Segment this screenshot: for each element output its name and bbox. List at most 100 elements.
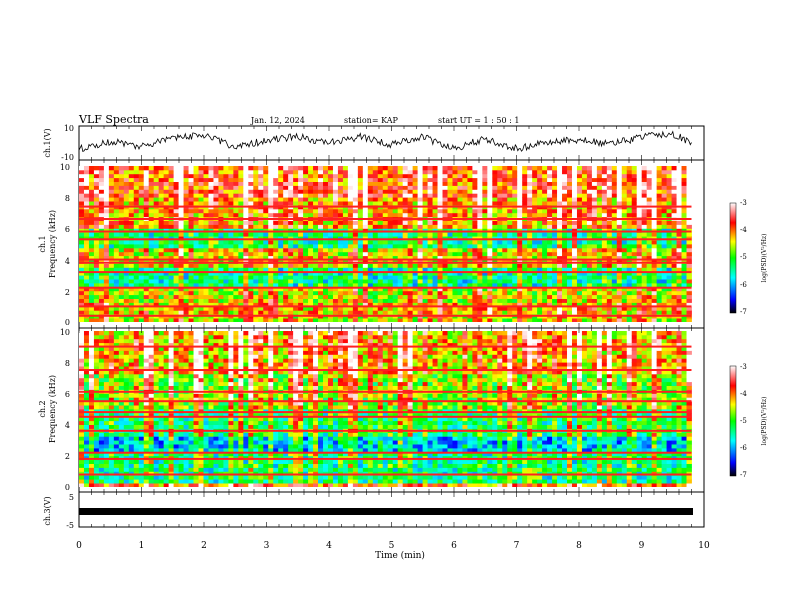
spectrogram-cell	[88, 271, 95, 276]
spectrogram-cell	[402, 193, 409, 198]
spectrogram-cell	[313, 251, 319, 257]
spectrogram-cell	[273, 166, 279, 171]
spectrogram-cell	[88, 169, 95, 175]
spectrogram-cell	[203, 212, 209, 218]
spectrogram-cell	[118, 271, 125, 276]
spectrogram-cell	[362, 169, 369, 175]
spectrogram-cell	[392, 220, 399, 225]
spectrogram-cell	[238, 220, 244, 225]
spectrogram-cell	[143, 185, 150, 190]
spectrogram-cell	[651, 181, 658, 186]
spectrogram-cell	[293, 302, 299, 307]
spectrogram-cell	[402, 310, 409, 315]
spectrogram-cell	[557, 275, 563, 280]
spectrogram-cell	[527, 185, 533, 190]
spectrogram-cell	[576, 318, 583, 322]
spectrogram-cell	[447, 232, 453, 237]
spectrogram-cell	[517, 173, 523, 179]
spectrogram-cell	[661, 294, 667, 299]
spectrogram-cell	[143, 197, 150, 202]
spectrogram-cell	[532, 193, 538, 198]
spectrogram-cell	[407, 275, 414, 280]
spectrogram-cell	[83, 310, 90, 315]
spectrogram-cell	[153, 255, 160, 260]
spectrogram-cell	[676, 193, 682, 198]
spectrogram-cell	[83, 294, 90, 299]
spectrogram-cell	[606, 189, 613, 194]
spectrogram-cell	[427, 212, 433, 218]
spectrogram-cell	[576, 244, 583, 249]
spectrogram-cell	[686, 271, 692, 276]
spectrogram-cell	[128, 177, 135, 182]
spectrogram-cell	[621, 232, 628, 237]
spectrogram-cell	[153, 290, 160, 296]
spectrogram-cell	[327, 279, 334, 284]
spectrogram-cell	[452, 193, 458, 198]
spectrogram-cell	[611, 208, 618, 214]
spectrogram-cell	[576, 197, 583, 202]
spectrogram-cell	[407, 220, 414, 225]
spectrogram-cell	[303, 185, 309, 190]
spectrogram-cell	[337, 181, 344, 186]
spectrogram-cell	[666, 271, 672, 276]
spectrogram-cell	[542, 286, 548, 292]
spectrogram-cell	[661, 193, 667, 198]
spectrogram-cell	[128, 224, 135, 229]
spectrogram-cell	[263, 208, 269, 214]
spectrogram-cell	[402, 185, 409, 190]
spectrogram-cell	[103, 286, 110, 292]
spectrogram-cell	[591, 244, 598, 249]
spectrogram-cell	[402, 251, 409, 257]
spectrogram-cell	[681, 283, 687, 288]
spectrogram-cell	[532, 318, 538, 322]
spectrogram-cell	[387, 185, 394, 190]
spectrogram-cell	[532, 298, 538, 303]
spectrogram-cell	[193, 279, 199, 284]
spectrogram-cell	[208, 201, 214, 206]
spectrogram-cell	[631, 181, 638, 186]
spectrogram-cell	[562, 197, 568, 202]
spectrogram-cell	[153, 232, 160, 237]
spectrogram-cell	[183, 193, 189, 198]
spectrogram-cell	[482, 244, 488, 249]
spectrogram-cell	[487, 251, 493, 257]
spectrogram-cell	[288, 263, 294, 268]
spectrogram-cell	[248, 294, 254, 299]
spectrogram-cell	[263, 298, 269, 303]
spectrogram-cell	[83, 173, 90, 179]
spectrogram-cell	[123, 244, 130, 249]
spectrogram-cell	[487, 263, 493, 268]
spectrogram-cell	[133, 244, 140, 249]
spectrogram-cell	[512, 251, 518, 257]
spectrogram-cell	[447, 310, 453, 315]
spectrogram-cell	[472, 318, 478, 322]
spectrogram-cell	[382, 232, 389, 237]
spectrogram-cell	[128, 318, 135, 322]
spectrogram-cell	[273, 267, 279, 272]
spectrogram-cell	[402, 177, 409, 182]
spectrogram-cell	[492, 240, 498, 245]
spectrogram-cell	[268, 197, 274, 202]
spectrogram-cell	[487, 283, 493, 288]
spectrogram-cell	[163, 286, 170, 292]
spectrogram-cell	[203, 283, 209, 288]
spectrogram-cell	[666, 181, 672, 186]
spectrogram-cell	[442, 169, 448, 175]
spectrogram-cell	[123, 247, 130, 253]
spectrogram-cell	[606, 177, 613, 182]
spectrogram-cell	[611, 193, 618, 198]
spectrogram-cell	[417, 240, 423, 245]
spectrogram-cell	[103, 224, 110, 229]
spectrogram-cell	[427, 185, 433, 190]
spectrogram-cell	[581, 275, 588, 280]
spectrogram-cell	[382, 255, 389, 260]
spectrogram-cell	[208, 255, 214, 260]
spectrogram-cell	[183, 189, 189, 194]
spectrogram-cell	[362, 263, 369, 268]
spectrogram-cell	[547, 279, 553, 284]
spectrogram-cell	[512, 177, 518, 182]
spectrogram-cell	[273, 240, 279, 245]
spectrogram-cell	[382, 173, 389, 179]
spectrogram-cell	[293, 294, 299, 299]
spectrogram-cell	[626, 279, 633, 284]
